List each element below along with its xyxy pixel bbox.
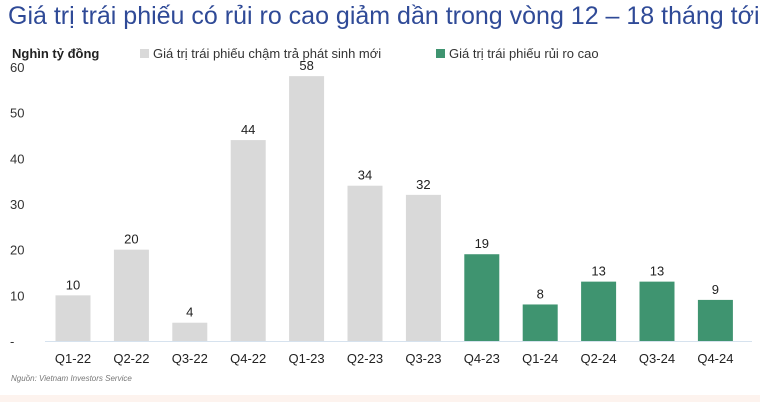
y-tick-label: 50 — [10, 106, 24, 121]
bar-q3-23 — [405, 194, 441, 341]
legend-item-new-default: Giá trị trái phiếu chậm trả phát sinh mớ… — [140, 46, 381, 61]
bottom-strip — [0, 395, 760, 402]
y-tick-label: 10 — [10, 288, 24, 303]
x-tick-label: Q2-22 — [113, 351, 149, 366]
data-label: 4 — [186, 305, 193, 320]
x-tick-label: Q1-22 — [55, 351, 91, 366]
data-label: 10 — [66, 277, 80, 292]
data-label: 58 — [299, 58, 313, 73]
data-label: 20 — [124, 232, 138, 247]
data-label: 13 — [591, 264, 605, 279]
data-label: 44 — [241, 122, 255, 137]
x-tick-label: Q3-22 — [172, 351, 208, 366]
bar-q2-23 — [347, 185, 383, 341]
data-label: 8 — [537, 286, 544, 301]
bar-q4-24 — [697, 299, 733, 341]
legend-label: Giá trị trái phiếu rủi ro cao — [449, 46, 599, 61]
bar-q1-22 — [55, 295, 91, 341]
legend-swatch-gray — [140, 49, 149, 58]
legend-label: Giá trị trái phiếu chậm trả phát sinh mớ… — [153, 46, 382, 61]
data-label: 34 — [358, 168, 372, 183]
bar-q4-22 — [230, 140, 266, 341]
y-tick-label: 30 — [10, 197, 24, 212]
bar-q2-24 — [581, 281, 617, 341]
bar-q3-22 — [172, 322, 208, 341]
bar-q4-23 — [464, 254, 500, 341]
bar-q2-22 — [113, 249, 149, 341]
y-tick-label: 60 — [10, 60, 24, 75]
data-label: 13 — [650, 264, 664, 279]
y-axis-unit-label: Nghìn tỷ đồng — [12, 46, 100, 61]
x-tick-label: Q1-24 — [522, 351, 558, 366]
data-label: 19 — [475, 236, 489, 251]
y-tick-label: 40 — [10, 151, 24, 166]
bar-q1-23 — [289, 76, 325, 341]
data-label: 32 — [416, 177, 430, 192]
chart-title: Giá trị trái phiếu có rủi ro cao giảm dầ… — [8, 2, 760, 30]
x-tick-label: Q2-23 — [347, 351, 383, 366]
y-tick-label: 20 — [10, 243, 24, 258]
x-tick-label: Q4-24 — [697, 351, 733, 366]
x-tick-label: Q3-23 — [405, 351, 441, 366]
x-tick-label: Q4-22 — [230, 351, 266, 366]
legend-item-high-risk: Giá trị trái phiếu rủi ro cao — [436, 46, 599, 61]
y-tick-label: - — [10, 334, 14, 349]
x-tick-label: Q4-23 — [464, 351, 500, 366]
bar-q3-24 — [639, 281, 675, 341]
x-tick-label: Q1-23 — [289, 351, 325, 366]
x-tick-label: Q3-24 — [639, 351, 675, 366]
legend-swatch-green — [436, 49, 445, 58]
bar-q1-24 — [522, 304, 558, 341]
source-note: Nguồn: Vietnam Investors Service — [11, 374, 132, 383]
data-label: 9 — [712, 282, 719, 297]
x-tick-label: Q2-24 — [581, 351, 617, 366]
